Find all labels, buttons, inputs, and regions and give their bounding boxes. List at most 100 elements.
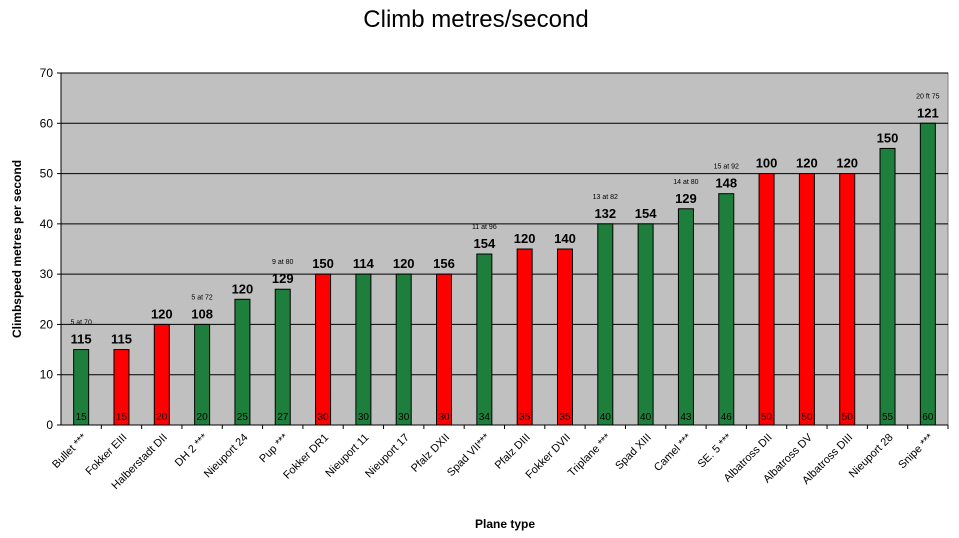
bar bbox=[194, 323, 211, 426]
bar-value-label: 15 bbox=[116, 412, 128, 423]
bar bbox=[516, 248, 533, 426]
top-speed-label: 121 bbox=[917, 105, 939, 120]
top-speed-label: 108 bbox=[191, 306, 213, 321]
bar-value-label: 35 bbox=[519, 412, 531, 423]
y-tick-label: 10 bbox=[40, 368, 54, 382]
y-axis-title: Climbspeed metres per second bbox=[10, 160, 24, 338]
top-speed-label: 120 bbox=[796, 156, 818, 171]
bar bbox=[355, 273, 372, 426]
y-tick-label: 70 bbox=[40, 66, 54, 80]
x-axis-title: Plane type bbox=[475, 517, 535, 531]
x-category-label: DH 2 *** bbox=[173, 431, 211, 469]
bar-value-label: 50 bbox=[842, 412, 854, 423]
top-speed-label: 100 bbox=[756, 156, 778, 171]
climb-note: 11 at 96 bbox=[472, 224, 497, 231]
top-speed-label: 115 bbox=[111, 332, 132, 347]
plot-area: 0 10 20 30 40 50 60 70 15 115 5 at 70 Bullet *** 15 1… bbox=[40, 66, 949, 492]
bar-value-label: 35 bbox=[559, 412, 571, 423]
x-category-label: Bullet *** bbox=[50, 431, 90, 471]
climb-note: 13 at 82 bbox=[593, 194, 618, 201]
bar bbox=[274, 288, 291, 426]
bar bbox=[234, 298, 251, 426]
bar bbox=[677, 208, 694, 426]
top-speed-label: 150 bbox=[312, 256, 334, 271]
top-speed-label: 154 bbox=[473, 236, 495, 251]
bar-value-label: 27 bbox=[277, 412, 289, 423]
bar bbox=[73, 349, 90, 426]
bar-value-label: 20 bbox=[197, 412, 209, 423]
bar-value-label: 50 bbox=[801, 412, 813, 423]
bar-value-label: 50 bbox=[761, 412, 773, 423]
bar bbox=[758, 173, 775, 426]
bar-value-label: 30 bbox=[318, 412, 330, 423]
top-speed-label: 148 bbox=[715, 176, 737, 191]
top-speed-label: 132 bbox=[594, 206, 616, 221]
y-tick-label: 0 bbox=[46, 418, 53, 432]
y-tick-label: 30 bbox=[40, 267, 54, 281]
top-speed-label: 156 bbox=[433, 256, 455, 271]
top-speed-label: 129 bbox=[272, 271, 294, 286]
top-speed-label: 150 bbox=[877, 130, 899, 145]
x-category-label: Nieuport 24 bbox=[202, 432, 251, 481]
bar-value-label: 15 bbox=[76, 412, 88, 423]
y-tick-label: 60 bbox=[40, 116, 54, 130]
top-speed-label: 120 bbox=[232, 281, 254, 296]
bar bbox=[153, 323, 170, 426]
x-category-label: Triplane *** bbox=[566, 431, 614, 479]
bar-value-label: 40 bbox=[640, 412, 652, 423]
climb-note: 15 at 92 bbox=[714, 164, 739, 171]
x-category-label: Snipe *** bbox=[896, 431, 936, 471]
bar-value-label: 30 bbox=[358, 412, 370, 423]
climb-note: 5 at 70 bbox=[70, 320, 92, 327]
bar bbox=[556, 248, 573, 426]
x-category-label: Pfalz DIII bbox=[493, 432, 533, 472]
bar bbox=[637, 223, 654, 426]
top-speed-label: 120 bbox=[836, 156, 858, 171]
climb-note: 20 ft 75 bbox=[916, 93, 939, 100]
bar bbox=[798, 173, 815, 426]
y-tick-label: 40 bbox=[40, 217, 54, 231]
bar bbox=[436, 273, 453, 426]
bar bbox=[113, 349, 130, 426]
bar bbox=[476, 253, 493, 426]
bar-value-label: 25 bbox=[237, 412, 249, 423]
bar bbox=[597, 223, 614, 426]
x-category-label: SE. 5 *** bbox=[696, 431, 735, 470]
bar-value-label: 34 bbox=[479, 412, 491, 423]
top-speed-label: 120 bbox=[151, 306, 173, 321]
top-speed-label: 140 bbox=[554, 231, 576, 246]
bar bbox=[879, 147, 896, 426]
bar-value-label: 30 bbox=[438, 412, 450, 423]
x-category-label: Spad XIII bbox=[613, 432, 653, 472]
x-category-label: Camel *** bbox=[652, 431, 695, 474]
climb-note: 14 at 80 bbox=[673, 179, 698, 186]
plot-background bbox=[60, 72, 949, 426]
x-category-label: Nieuport 28 bbox=[847, 432, 896, 481]
top-speed-label: 120 bbox=[393, 256, 415, 271]
bar-value-label: 60 bbox=[922, 412, 934, 423]
bar bbox=[718, 193, 735, 426]
bar bbox=[919, 122, 936, 426]
top-speed-label: 129 bbox=[675, 191, 697, 206]
top-speed-label: 115 bbox=[71, 332, 92, 347]
x-category-label: Spad VII*** bbox=[445, 431, 493, 479]
bar bbox=[839, 173, 856, 426]
bar-value-label: 43 bbox=[680, 412, 692, 423]
y-tick-label: 20 bbox=[40, 317, 54, 331]
x-category-label: Nieuport 17 bbox=[363, 432, 412, 481]
bar bbox=[395, 273, 412, 426]
bar-value-label: 46 bbox=[721, 412, 733, 423]
climb-note: 9 at 80 bbox=[272, 259, 294, 266]
top-speed-label: 114 bbox=[353, 256, 375, 271]
x-category-label: Pfalz DXII bbox=[409, 432, 452, 475]
bar-value-label: 55 bbox=[882, 412, 894, 423]
chart-title: Climb metres/second bbox=[363, 6, 588, 33]
bar-value-label: 40 bbox=[600, 412, 612, 423]
top-speed-label: 120 bbox=[514, 231, 536, 246]
bar-value-label: 30 bbox=[398, 412, 410, 423]
y-tick-label: 50 bbox=[40, 167, 54, 181]
climb-note: 5 at 72 bbox=[191, 294, 213, 301]
bar bbox=[315, 273, 332, 426]
bar-value-label: 20 bbox=[156, 412, 168, 423]
